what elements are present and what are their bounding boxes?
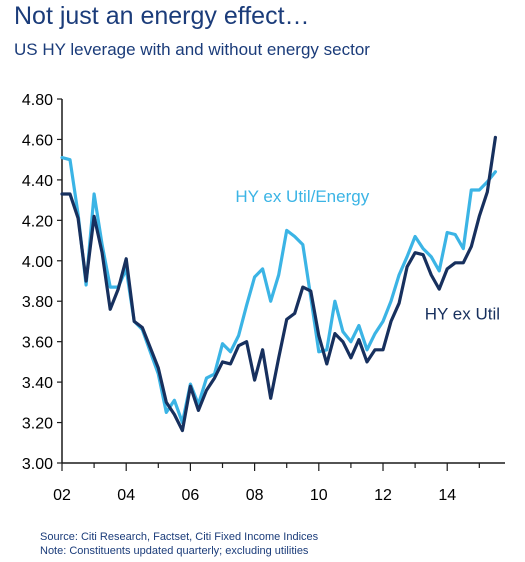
plot-area: [60, 135, 497, 433]
series-labels: HY ex Util HY ex Util/Energy: [235, 187, 500, 323]
x-tick-label: 14: [438, 487, 456, 504]
y-tick-label: 3.40: [22, 375, 53, 392]
x-tick-label: 12: [374, 487, 392, 504]
source-note: Source: Citi Research, Factset, Citi Fix…: [40, 531, 319, 543]
y-tick-label: 4.40: [22, 173, 53, 190]
chart-title: Not just an energy effect…: [14, 2, 310, 30]
constituents-note: Note: Constituents updated quarterly; ex…: [40, 545, 309, 557]
x-tick-label: 06: [182, 487, 200, 504]
series-line-hy-ex-util: [60, 135, 497, 433]
y-tick-label: 3.80: [22, 294, 53, 311]
y-tick-label: 4.60: [22, 132, 53, 149]
y-tick-label: 4.80: [22, 92, 53, 109]
series-label-hy-ex-util: HY ex Util: [425, 304, 500, 323]
x-tick-label: 02: [53, 487, 71, 504]
y-tick-label: 4.20: [22, 213, 53, 230]
series-label-hy-ex-util-energy: HY ex Util/Energy: [235, 187, 369, 206]
chart-subtitle: US HY leverage with and without energy s…: [14, 40, 370, 59]
chart-axes: 3.00 3.20 3.40 3.60 3.80 4.00 4.20 4.40 4.60 4.80…: [22, 92, 505, 504]
x-tick-label: 08: [246, 487, 264, 504]
y-tick-label: 3.60: [22, 335, 53, 352]
y-tick-label: 3.20: [22, 416, 53, 433]
y-tick-label: 3.00: [22, 456, 53, 473]
y-tick-label: 4.00: [22, 254, 53, 271]
x-tick-label: 04: [117, 487, 135, 504]
x-tick-label: 10: [310, 487, 328, 504]
